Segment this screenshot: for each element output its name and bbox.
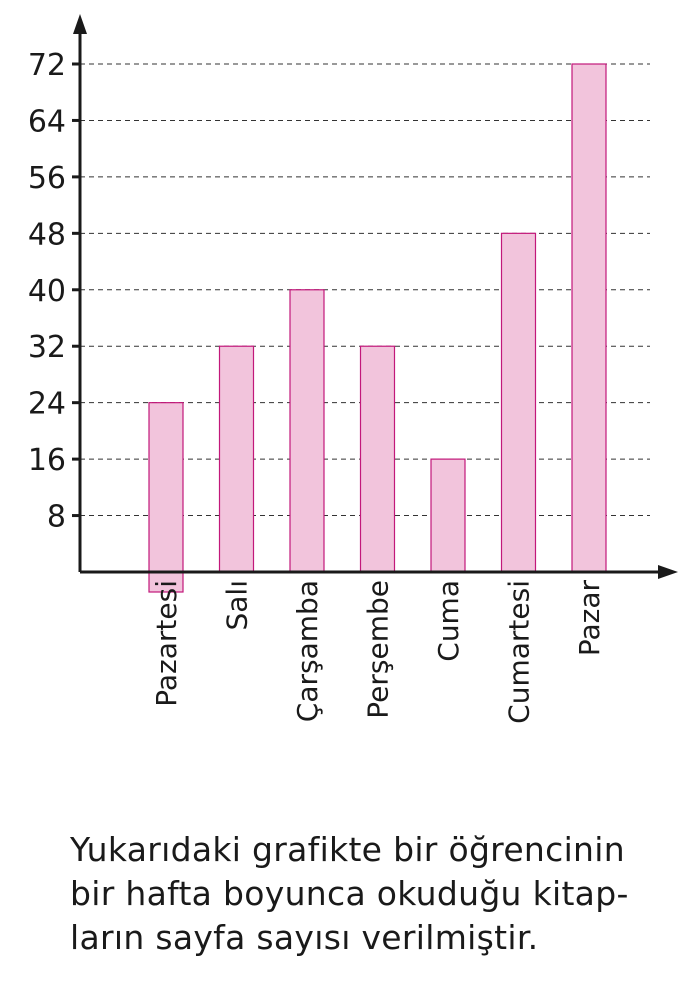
y-tick-label: 48 xyxy=(28,217,66,252)
axes xyxy=(72,14,678,579)
bar-cuma xyxy=(430,458,466,573)
caption-text: Yukarıdaki grafikte bir öğrencinin bir h… xyxy=(70,828,682,960)
y-tick-label: 8 xyxy=(47,500,66,535)
bar-çarşamba xyxy=(289,289,325,573)
y-tick-label: 24 xyxy=(28,387,66,422)
x-axis-arrow xyxy=(658,565,678,579)
bar-perşembe xyxy=(359,345,396,573)
x-category-label: Pazartesi xyxy=(150,580,183,707)
x-category-label: Perşembe xyxy=(362,580,395,719)
bar-cumartesi xyxy=(500,232,537,573)
bar-pazartesi xyxy=(148,402,184,593)
y-tick-label: 64 xyxy=(28,104,66,139)
y-tick-label: 72 xyxy=(28,48,66,83)
caption-line-2: bir hafta boyunca okuduğu kitap- xyxy=(70,874,629,913)
x-category-label: Cumartesi xyxy=(503,580,536,724)
y-tick-label: 16 xyxy=(28,443,66,478)
x-category-label: Cuma xyxy=(432,580,465,662)
x-category-label: Salı xyxy=(221,580,254,631)
bar-salı xyxy=(218,345,255,573)
y-tick-label: 56 xyxy=(28,161,66,196)
x-category-label: Pazar xyxy=(573,580,606,657)
bar-pazar xyxy=(571,63,607,573)
bars xyxy=(148,63,607,593)
y-axis-arrow xyxy=(73,14,87,34)
x-category-label: Çarşamba xyxy=(291,580,324,722)
y-tick-labels: 8 16 24 32 40 48 56 64 72 xyxy=(28,48,66,535)
y-tick-label: 40 xyxy=(28,274,66,309)
caption-line-3: ların sayfa sayısı verilmiştir. xyxy=(70,918,539,957)
y-tick-label: 32 xyxy=(28,330,66,365)
x-category-labels: Pazartesi Salı Çarşamba Perşembe Cuma Cumarte… xyxy=(150,580,606,724)
caption-line-1: Yukarıdaki grafikte bir öğrencinin xyxy=(70,830,625,869)
